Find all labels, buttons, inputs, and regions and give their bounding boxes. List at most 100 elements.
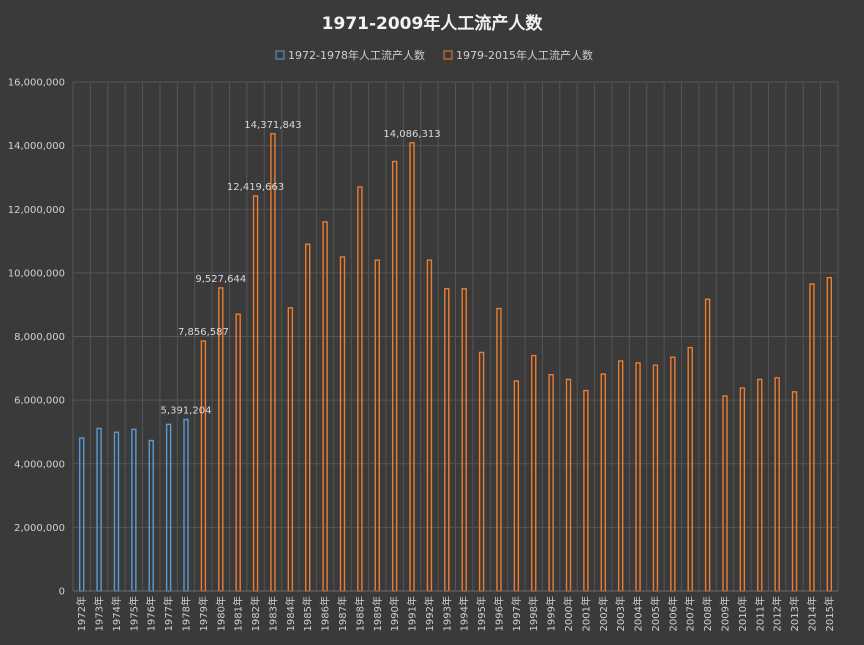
x-tick-label: 1998年 (527, 596, 540, 631)
bar (791, 391, 798, 592)
x-tick-label: 1973年 (93, 596, 106, 631)
x-tick-label: 2004年 (632, 596, 645, 631)
x-tick-label: 2008年 (701, 596, 714, 631)
x-tick-label: 2015年 (823, 596, 836, 631)
bar (357, 186, 363, 592)
legend: 1972-1978年人工流产人数 1979-2015年人工流产人数 (275, 48, 593, 62)
bar (235, 313, 241, 592)
x-tick-label: 2012年 (771, 596, 784, 631)
bar (513, 380, 520, 592)
x-tick-label: 2013年 (788, 596, 801, 631)
bar (200, 340, 207, 592)
x-tick-label: 2006年 (666, 596, 679, 631)
legend-swatch-series-2 (443, 50, 453, 60)
x-axis: 1972年 1973年 1974年 1975年 1976年 1977年 1978年 1979年… (73, 590, 838, 631)
bar (496, 307, 502, 592)
bar (287, 307, 294, 592)
bar (78, 437, 85, 592)
bar (739, 387, 746, 592)
bar (548, 373, 554, 592)
bar (165, 423, 172, 592)
x-tick-label: 1995年 (475, 596, 488, 631)
bar (774, 377, 780, 592)
bar (531, 354, 537, 592)
x-tick-label: 1975年 (127, 596, 140, 631)
bar (565, 378, 572, 592)
legend-label-series-1: 1972-1978年人工流产人数 (288, 48, 425, 62)
x-tick-label: 1986年 (319, 596, 332, 631)
x-tick-label: 1983年 (266, 596, 279, 631)
x-tick-label: 1987年 (336, 596, 349, 631)
y-tick-label: 14,000,000 (8, 141, 65, 152)
bar (722, 395, 728, 592)
bar (635, 362, 641, 592)
x-tick-label: 1981年 (232, 596, 245, 631)
data-label: 5,391,204 (161, 405, 212, 416)
x-tick-label: 1977年 (162, 596, 175, 631)
y-tick-label: 6,000,000 (14, 396, 65, 407)
x-tick-label: 1996年 (492, 596, 505, 631)
x-tick-label: 1989年 (371, 596, 384, 631)
bar (409, 142, 415, 592)
x-tick-label: 1980年 (214, 596, 227, 631)
bar (96, 427, 102, 592)
bar (391, 160, 398, 592)
x-tick-label: 1976年 (145, 596, 158, 631)
y-tick-label: 16,000,000 (8, 78, 65, 89)
y-tick-label: 10,000,000 (8, 268, 65, 279)
x-tick-label: 1997年 (510, 596, 523, 631)
bar (809, 283, 815, 592)
x-tick-label: 2010年 (736, 596, 749, 631)
x-tick-label: 1992年 (423, 596, 436, 631)
bar (322, 221, 328, 592)
x-tick-label: 2009年 (718, 596, 731, 631)
data-label: 14,086,313 (383, 129, 440, 140)
bar (426, 259, 433, 592)
chart-title: 1971-2009年人工流产人数 (322, 13, 544, 34)
bar (583, 389, 589, 592)
data-label: 7,856,587 (178, 327, 229, 338)
data-labels: 5,391,204 7,856,587 9,527,644 12,419,663 14,… (161, 120, 441, 417)
gridlines (72, 81, 839, 591)
x-tick-label: 1979年 (197, 596, 210, 631)
bar (757, 378, 763, 592)
x-tick-label: 1972年 (75, 596, 88, 631)
x-tick-label: 1985年 (301, 596, 314, 631)
bar (131, 428, 137, 592)
y-tick-label: 8,000,000 (14, 332, 65, 343)
bar (461, 288, 467, 592)
bar (252, 195, 259, 592)
x-tick-label: 1978年 (180, 596, 193, 631)
bar (374, 259, 380, 592)
bar (183, 418, 189, 592)
bar (444, 288, 450, 592)
x-tick-label: 1974年 (110, 596, 123, 631)
x-tick-label: 1988年 (353, 596, 366, 631)
bar (600, 373, 606, 592)
bar (617, 360, 624, 592)
data-label: 12,419,663 (227, 182, 284, 193)
legend-swatch-series-1 (275, 50, 285, 60)
y-tick-label: 4,000,000 (14, 459, 65, 470)
x-tick-label: 1984年 (284, 596, 297, 631)
x-tick-label: 1999年 (545, 596, 558, 631)
x-tick-label: 1993年 (440, 596, 453, 631)
x-tick-label: 1990年 (388, 596, 401, 631)
x-tick-label: 2001年 (579, 596, 592, 631)
bar (670, 356, 676, 592)
x-tick-label: 2014年 (805, 596, 818, 631)
data-label: 9,527,644 (195, 274, 246, 285)
data-label: 14,371,843 (244, 120, 301, 131)
x-tick-label: 2005年 (649, 596, 662, 631)
x-tick-label: 2011年 (753, 596, 766, 631)
x-tick-label: 2002年 (597, 596, 610, 631)
bar (270, 133, 276, 592)
bar (339, 256, 346, 592)
y-axis: 0 2,000,000 4,000,000 6,000,000 8,000,000 10,… (8, 78, 65, 598)
y-tick-label: 2,000,000 (14, 523, 65, 534)
bar (305, 243, 311, 592)
x-tick-label: 1982年 (249, 596, 262, 631)
bar (478, 351, 485, 592)
